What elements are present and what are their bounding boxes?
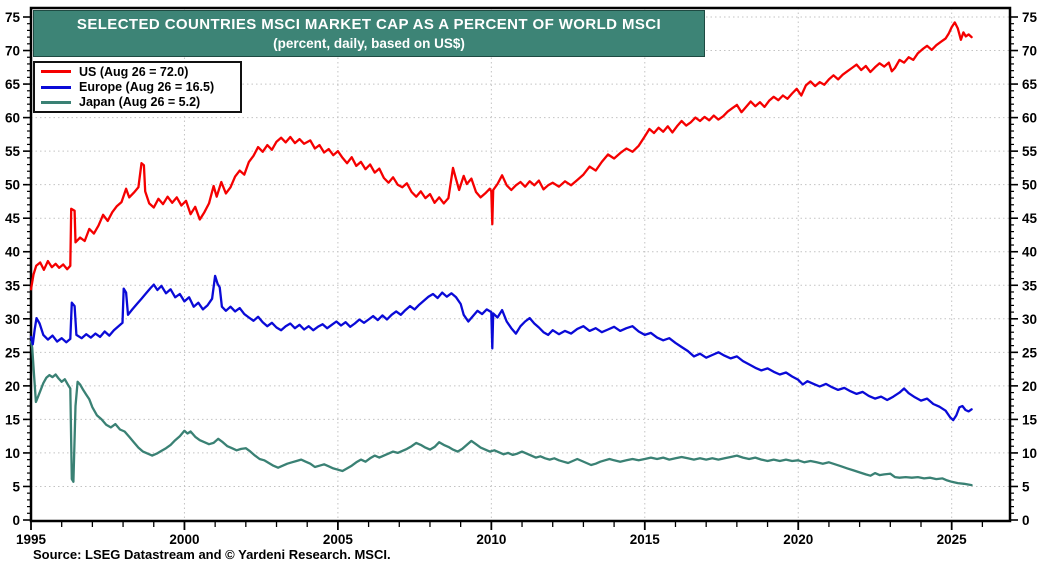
legend-item-europe: Europe (Aug 26 = 16.5) [35, 80, 240, 95]
legend-label-japan: Japan (Aug 26 = 5.2) [79, 95, 201, 110]
svg-text:2020: 2020 [783, 532, 813, 547]
legend: US (Aug 26 = 72.0) Europe (Aug 26 = 16.5… [33, 61, 242, 113]
svg-text:20: 20 [1022, 379, 1037, 394]
svg-text:55: 55 [5, 144, 21, 159]
legend-label-europe: Europe (Aug 26 = 16.5) [79, 80, 215, 94]
svg-text:2015: 2015 [630, 532, 661, 547]
svg-text:25: 25 [1022, 345, 1038, 360]
svg-text:5: 5 [1022, 479, 1030, 494]
chart-title-box: SELECTED COUNTRIES MSCI MARKET CAP AS A … [33, 10, 705, 57]
us-line-swatch [41, 70, 71, 74]
svg-text:70: 70 [1022, 44, 1037, 59]
svg-text:35: 35 [5, 278, 21, 293]
svg-text:65: 65 [5, 77, 21, 92]
svg-text:50: 50 [1022, 178, 1037, 193]
legend-item-japan: Japan (Aug 26 = 5.2) [35, 95, 240, 110]
chart-subtitle: (percent, daily, based on US$) [273, 36, 465, 51]
svg-text:15: 15 [1022, 412, 1038, 427]
svg-text:2005: 2005 [323, 532, 354, 547]
svg-text:75: 75 [1022, 10, 1038, 25]
svg-text:45: 45 [1022, 211, 1038, 226]
svg-text:0: 0 [12, 513, 20, 528]
svg-text:65: 65 [1022, 77, 1038, 92]
svg-text:2000: 2000 [169, 532, 199, 547]
svg-text:45: 45 [5, 211, 21, 226]
svg-text:5: 5 [12, 479, 20, 494]
svg-text:50: 50 [5, 178, 20, 193]
svg-text:30: 30 [1022, 312, 1037, 327]
legend-label-us: US (Aug 26 = 72.0) [79, 64, 189, 79]
svg-text:60: 60 [5, 111, 20, 126]
svg-text:75: 75 [5, 10, 21, 25]
svg-text:2025: 2025 [937, 532, 968, 547]
chart-title: SELECTED COUNTRIES MSCI MARKET CAP AS A … [76, 16, 662, 33]
svg-text:10: 10 [1022, 446, 1037, 461]
svg-text:70: 70 [5, 44, 20, 59]
svg-text:10: 10 [5, 446, 20, 461]
svg-text:60: 60 [1022, 111, 1037, 126]
svg-text:20: 20 [5, 379, 20, 394]
svg-text:40: 40 [1022, 245, 1037, 260]
svg-text:25: 25 [5, 345, 21, 360]
japan-line-swatch [41, 100, 71, 104]
europe-line-swatch [41, 85, 71, 89]
svg-text:30: 30 [5, 312, 20, 327]
svg-text:15: 15 [5, 412, 21, 427]
svg-text:40: 40 [5, 245, 20, 260]
svg-text:0: 0 [1022, 513, 1030, 528]
svg-text:1995: 1995 [16, 532, 47, 547]
source-attribution: Source: LSEG Datastream and © Yardeni Re… [33, 547, 391, 562]
legend-item-us: US (Aug 26 = 72.0) [35, 64, 240, 79]
svg-text:35: 35 [1022, 278, 1038, 293]
svg-text:55: 55 [1022, 144, 1038, 159]
svg-text:2010: 2010 [476, 532, 506, 547]
